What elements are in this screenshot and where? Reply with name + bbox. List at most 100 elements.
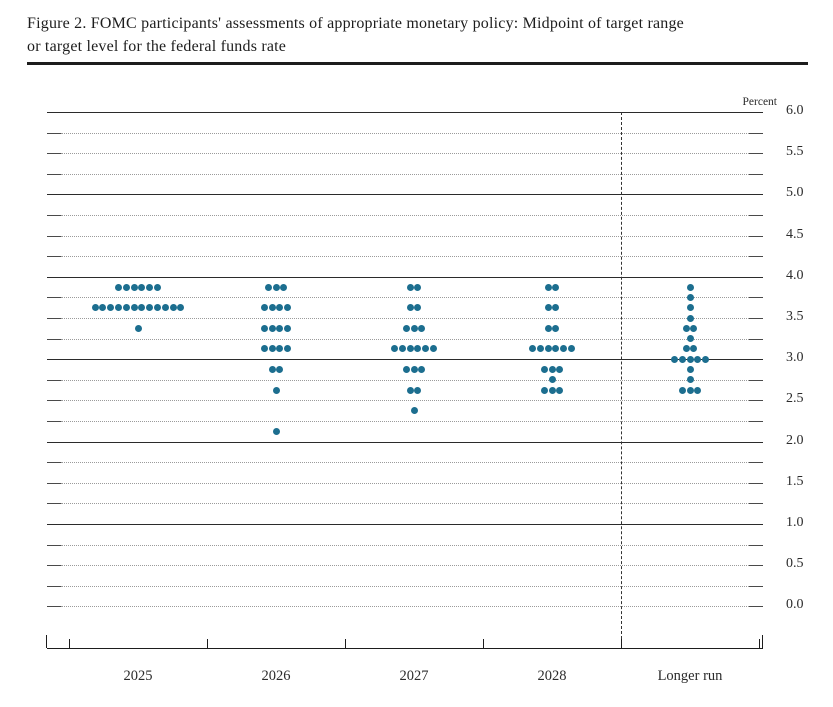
gridline-left-tick <box>47 544 61 546</box>
dot-2026-3.125 <box>268 345 276 353</box>
gridline-dotted-1.75 <box>47 462 763 464</box>
x-axis-line <box>47 648 763 649</box>
dot-2027-2.375 <box>410 407 418 415</box>
dot-2025-3.625 <box>169 304 177 312</box>
dot-2026-3.375 <box>276 324 284 332</box>
gridline-dotted-mid <box>61 482 749 484</box>
dot-2026-3.125 <box>260 345 268 353</box>
gridline-dotted-mid <box>61 215 749 216</box>
gridline-dotted-mid <box>61 132 749 134</box>
title-divider-rule <box>27 62 808 65</box>
dot-2025-3.875 <box>122 283 130 291</box>
gridline-solid-4 <box>47 276 763 278</box>
gridline-left-tick <box>47 462 61 464</box>
gridline-left-tick <box>47 565 61 567</box>
y-tick-label-3.5: 3.5 <box>786 309 804 324</box>
y-tick-label-1.0: 1.0 <box>786 515 804 530</box>
gridline-left-tick <box>47 132 61 134</box>
gridline-right-tick <box>749 173 763 175</box>
dot-2028-2.625 <box>556 386 564 394</box>
gridline-dotted-2.75 <box>47 379 763 382</box>
x-axis-left-end-tick <box>46 635 47 648</box>
x-category-label-2028: 2028 <box>537 668 567 684</box>
gridline-right-tick <box>749 153 763 155</box>
gridline-dotted-5.25 <box>47 173 763 176</box>
gridline-right-tick <box>749 606 763 608</box>
gridline-dotted-mid <box>61 379 749 381</box>
dot-2028-2.875 <box>556 366 564 373</box>
dot-longer-run-2.625 <box>694 386 702 394</box>
dot-2025-3.625 <box>115 304 122 312</box>
gridline-left-tick <box>47 297 61 299</box>
gridline-right-tick <box>749 462 763 464</box>
gridline-left-tick <box>47 153 61 155</box>
gridline-dotted-5.5 <box>47 153 763 155</box>
gridline-left-tick <box>47 585 61 587</box>
dot-longer-run-3.875 <box>686 283 694 291</box>
dot-2028-3.125 <box>536 345 544 353</box>
dot-2025-3.625 <box>107 304 115 312</box>
gridline-dotted-mid <box>61 173 749 175</box>
gridline-right-tick <box>749 338 763 340</box>
dot-2027-3.125 <box>414 345 422 353</box>
dot-2026-2.875 <box>276 366 284 373</box>
dot-2028-3.375 <box>544 324 552 332</box>
dot-2028-3.625 <box>544 304 552 312</box>
dot-2028-3.875 <box>552 283 560 291</box>
dot-2025-3.875 <box>146 283 154 291</box>
dot-longer-run-3.375 <box>690 324 698 332</box>
gridline-solid-1 <box>47 524 763 525</box>
gridline-solid-5 <box>47 194 763 196</box>
dot-longer-run-3.5 <box>686 314 694 322</box>
gridline-dotted-1.5 <box>47 482 763 485</box>
gridline-dotted-mid <box>61 565 749 567</box>
dot-2025-3.875 <box>154 283 161 291</box>
dot-longer-run-3 <box>670 355 678 363</box>
gridline-dotted-mid <box>61 585 749 587</box>
gridline-left-tick <box>47 235 61 237</box>
dot-2026-3.625 <box>276 304 284 312</box>
dot-longer-run-3.625 <box>686 304 694 312</box>
gridline-left-tick <box>47 421 61 422</box>
dot-2027-3.125 <box>398 345 406 353</box>
dot-2028-2.875 <box>540 366 548 373</box>
gridline-right-tick <box>749 565 763 567</box>
dot-longer-run-2.875 <box>686 366 694 373</box>
gridline-left-tick <box>47 215 61 216</box>
gridline-dotted-mid <box>61 544 749 546</box>
dot-2026-3.875 <box>272 283 280 291</box>
y-tick-label-5.0: 5.0 <box>786 185 804 201</box>
figure-title-line-1: Figure 2. FOMC participants' assessments… <box>27 15 684 32</box>
y-tick-label-3.0: 3.0 <box>786 350 804 366</box>
dot-2025-3.375 <box>134 324 142 332</box>
dot-2025-3.625 <box>130 304 138 312</box>
dot-2026-2.625 <box>272 386 280 394</box>
dot-2027-3.125 <box>422 345 430 353</box>
gridline-dotted-mid <box>61 318 749 319</box>
dot-2026-3.375 <box>284 324 292 332</box>
dot-2028-2.75 <box>548 376 556 384</box>
dot-2028-3.625 <box>552 304 560 312</box>
dot-2028-3.125 <box>560 345 568 353</box>
dot-2025-3.625 <box>161 304 169 312</box>
y-axis-unit-label: Percent <box>742 96 777 108</box>
y-tick-label-4.0: 4.0 <box>786 267 804 283</box>
gridline-solid-2 <box>47 441 763 443</box>
x-axis-right-end-tick <box>762 635 763 648</box>
gridline-right-tick <box>749 318 763 319</box>
gridline-right-tick <box>749 256 763 258</box>
gridline-right-tick <box>749 235 763 237</box>
y-tick-label-2.5: 2.5 <box>786 391 804 407</box>
dot-2026-3.375 <box>268 324 276 332</box>
gridline-dotted-3.75 <box>47 297 763 299</box>
gridline-left-tick <box>47 318 61 319</box>
dot-longer-run-2.75 <box>686 376 694 384</box>
dot-2028-3.125 <box>568 345 575 353</box>
dot-2028-3.375 <box>552 324 560 332</box>
gridline-right-tick <box>749 482 763 484</box>
longer-run-separator-line <box>621 112 622 649</box>
x-axis-category-tick-5 <box>759 639 760 648</box>
dot-longer-run-3 <box>686 355 694 363</box>
dot-longer-run-3 <box>694 355 702 363</box>
dot-longer-run-3 <box>678 355 686 363</box>
